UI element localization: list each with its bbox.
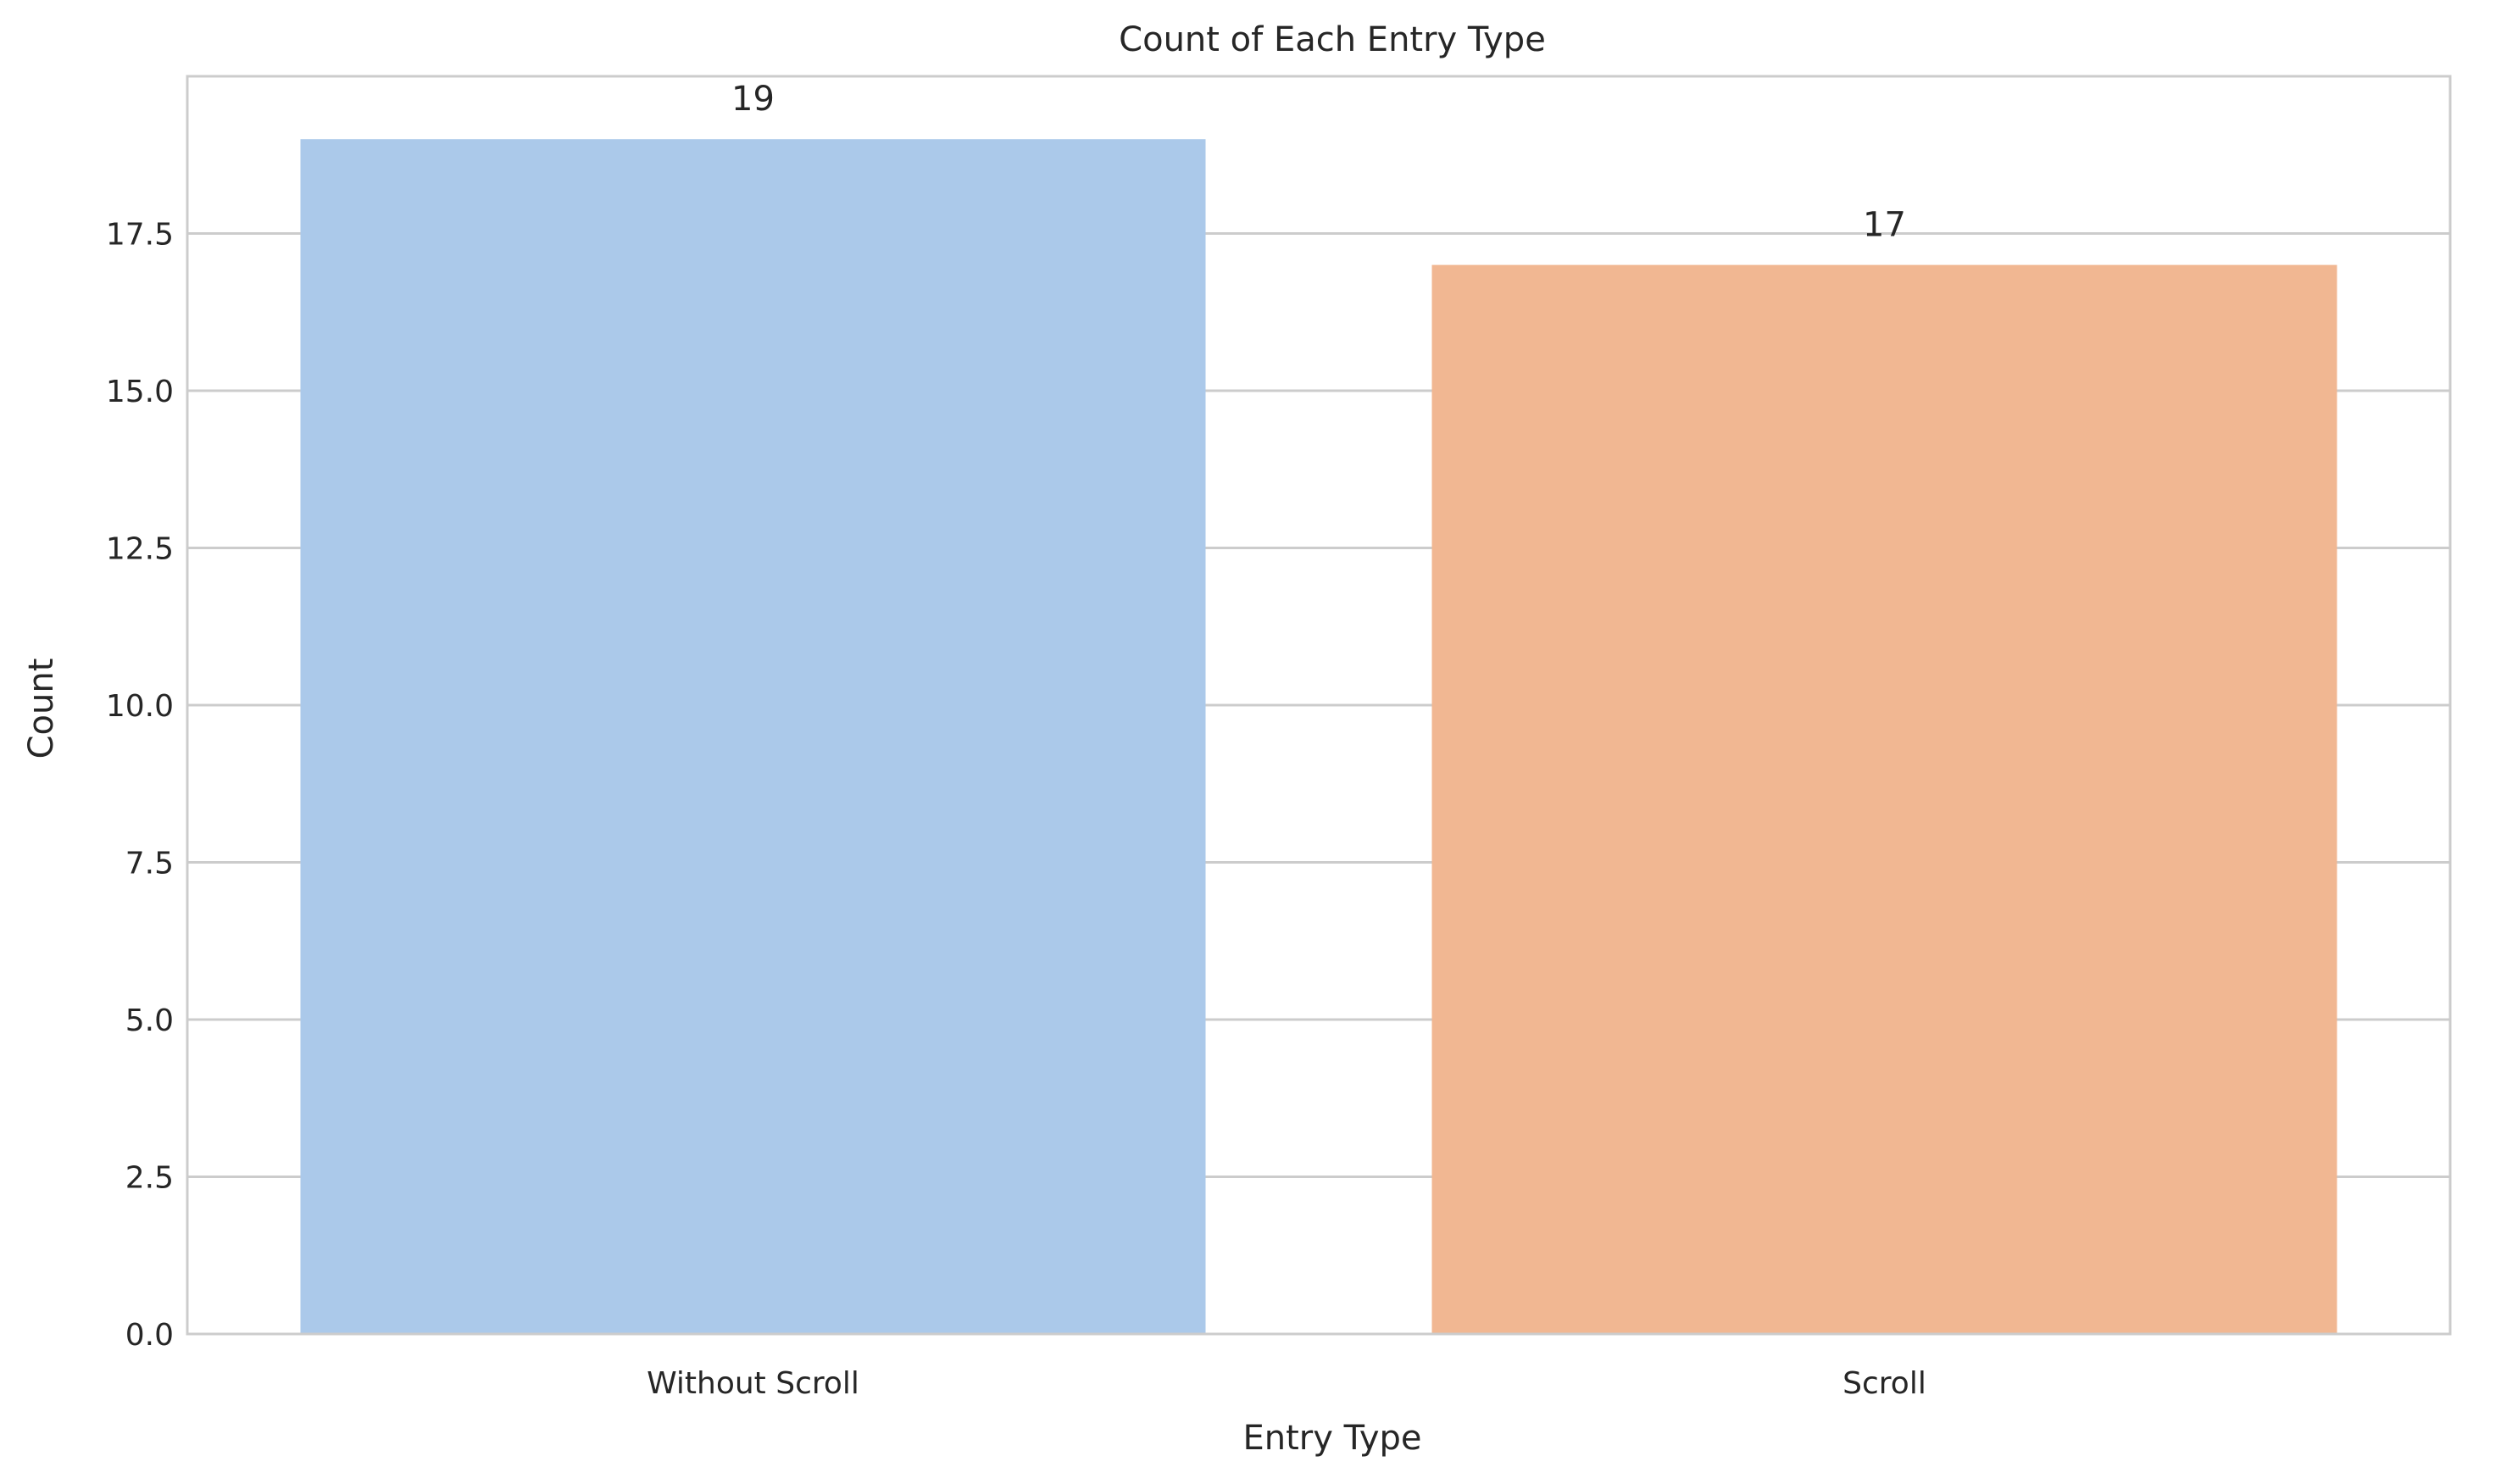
x-axis-label: Entry Type (1242, 1419, 1421, 1458)
y-tick-label: 0.0 (125, 1318, 174, 1353)
y-tick-label: 17.5 (106, 218, 174, 253)
y-tick-label: 5.0 (125, 1003, 174, 1038)
x-tick-label: Without Scroll (647, 1366, 859, 1401)
chart-title: Count of Each Entry Type (1119, 20, 1546, 59)
bar (300, 139, 1206, 1335)
y-tick-label: 2.5 (125, 1161, 174, 1196)
y-tick-label: 12.5 (106, 532, 174, 567)
y-tick-label: 10.0 (106, 689, 174, 724)
data-label: 17 (1863, 206, 1906, 245)
x-tick-label: Scroll (1842, 1366, 1926, 1401)
plot-frame (186, 75, 2452, 1336)
y-tick-label: 7.5 (125, 847, 174, 881)
y-axis-label: Count (22, 659, 61, 759)
y-tick-label: 15.0 (106, 375, 174, 409)
data-label: 19 (731, 80, 775, 119)
bars (300, 139, 2337, 1335)
tick-labels: 0.0 2.5 5.0 7.5 10.0 12.5 15.0 17.5 Without Scro… (106, 218, 1926, 1402)
bar (1431, 264, 2337, 1335)
